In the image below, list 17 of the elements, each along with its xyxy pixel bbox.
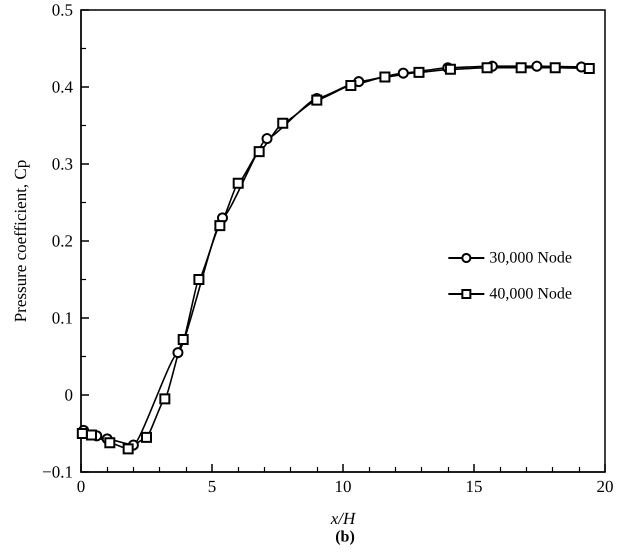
legend-label: 30,000 Node [489,250,572,266]
x-tick-label: 0 [76,477,86,496]
y-tick-label: 0.2 [52,232,73,250]
y-tick-label: 0 [64,386,73,404]
text: (b) [335,528,355,546]
y-tick-label: 0.4 [52,78,74,96]
y-tick-label: 0.5 [52,0,73,20]
y-tick-label: 0.1 [52,308,73,328]
y-axis-title: Pressure coefficient, Cp [11,160,30,322]
x-axis-title: x/H [330,509,357,528]
x-tick-label: 5 [208,477,216,496]
x-tick-label: 10 [334,477,352,496]
y-tick-label: −0.1 [42,462,73,482]
y-tick-label: 0.3 [52,154,73,174]
x-tick-label: 15 [466,477,482,496]
legend-label: 40,000 Node [489,286,572,302]
x-tick-label: 20 [596,477,614,496]
